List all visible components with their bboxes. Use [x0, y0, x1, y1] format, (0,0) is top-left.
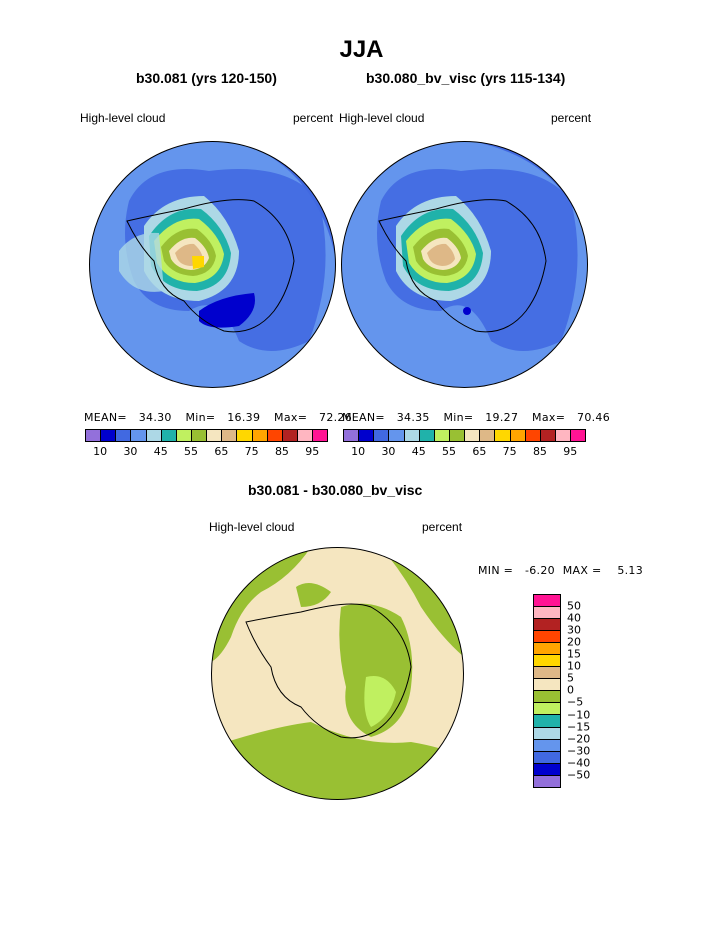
colorbar-panel-2-swatch — [570, 429, 587, 442]
colorbar-difference-tick-label: 10 — [567, 659, 581, 673]
difference-variable-label: High-level cloud — [209, 520, 295, 534]
colorbar-panel-2-swatch — [388, 429, 405, 442]
colorbar-difference — [533, 594, 561, 788]
map-panel-1 — [89, 141, 336, 388]
colorbar-panel-1-tick-label: 95 — [305, 445, 320, 458]
colorbar-panel-2-tick-label: 10 — [351, 445, 366, 458]
colorbar-panel-2-swatch — [433, 429, 450, 442]
colorbar-difference-tick-label: −40 — [567, 756, 591, 770]
colorbar-difference-tick-label: −20 — [567, 732, 591, 746]
difference-min-label: MIN = — [478, 564, 514, 577]
colorbar-panel-2-tick-label: 85 — [532, 445, 547, 458]
colorbar-panel-1-swatch — [312, 429, 329, 442]
colorbar-panel-2-swatch — [524, 429, 541, 442]
colorbar-panel-1-swatch — [145, 429, 162, 442]
colorbar-panel-2-tick-label: 30 — [381, 445, 396, 458]
colorbar-panel-2-swatch — [464, 429, 481, 442]
colorbar-panel-1-swatch — [85, 429, 102, 442]
colorbar-difference-tick-label: 40 — [567, 611, 581, 625]
colorbar-panel-1-swatch — [160, 429, 177, 442]
colorbar-panel-2-swatch — [509, 429, 526, 442]
difference-min-value: -6.20 — [524, 564, 555, 577]
panel-2-subtitle: b30.080_bv_visc (yrs 115-134) — [366, 70, 566, 86]
colorbar-difference-tick-label: 0 — [567, 683, 574, 697]
colorbar-difference-tick-label: −15 — [567, 720, 591, 734]
colorbar-panel-1-tick-label: 55 — [184, 445, 199, 458]
panel-1-max-value: 72.26 — [319, 411, 353, 424]
colorbar-difference-swatch — [533, 774, 561, 788]
colorbar-panel-2-swatch — [554, 429, 572, 442]
colorbar-difference-tick-label: −5 — [567, 695, 584, 709]
difference-units-label: percent — [422, 520, 463, 534]
panel-2-mean-label: MEAN= — [342, 411, 385, 424]
panel-2-max-value: 70.46 — [577, 411, 611, 424]
colorbar-difference-tick-label: 5 — [567, 671, 574, 685]
colorbar-panel-1-swatch — [266, 429, 283, 442]
colorbar-panel-2-tick-label: 75 — [502, 445, 517, 458]
page-title: JJA — [339, 36, 384, 63]
colorbar-panel-2-tick-label: 95 — [563, 445, 578, 458]
colorbar-panel-2-tick-label: 45 — [411, 445, 426, 458]
colorbar-panel-2-swatch — [448, 429, 466, 442]
difference-max-value: 5.13 — [617, 564, 644, 577]
colorbar-panel-1-tick-label: 85 — [274, 445, 289, 458]
panel-1-variable-label: High-level cloud — [80, 111, 166, 125]
difference-subtitle: b30.081 - b30.080_bv_visc — [248, 482, 423, 498]
panel-1-subtitle: b30.081 (yrs 120-150) — [136, 70, 277, 86]
colorbar-difference-tick-label: 30 — [567, 623, 581, 637]
colorbar-panel-2-swatch — [373, 429, 390, 442]
colorbar-panel-1-swatch — [251, 429, 268, 442]
colorbar-panel-1-swatch — [206, 429, 223, 442]
panel-2-variable-label: High-level cloud — [339, 111, 425, 125]
colorbar-difference-tick-label: −10 — [567, 708, 591, 721]
colorbar-panel-1-swatch — [296, 429, 314, 442]
panel-2-units-label: percent — [551, 111, 592, 125]
colorbar-panel-1-swatch — [175, 429, 192, 442]
panel-2-max-label: Max= — [532, 411, 566, 424]
panel-2-stats: MEAN= 34.35 Min= 19.27 Max= 70.46 — [342, 411, 610, 424]
colorbar-panel-2-swatch — [403, 429, 420, 442]
colorbar-panel-1-swatch — [100, 429, 117, 442]
colorbar-panel-1-swatch — [281, 429, 298, 442]
colorbar-difference-tick-label: 20 — [567, 635, 581, 649]
colorbar-panel-1-tick-label: 65 — [214, 445, 229, 458]
panel-1-stats: MEAN= 34.30 Min= 16.39 Max= 72.26 — [84, 411, 352, 424]
colorbar-panel-2-swatch — [343, 429, 360, 442]
map-panel-2 — [341, 141, 588, 388]
colorbar-panel-1-tick-label: 30 — [123, 445, 138, 458]
colorbar-panel-1-tick-label: 75 — [244, 445, 259, 458]
colorbar-panel-1-swatch — [115, 429, 132, 442]
panel-1-units-label: percent — [293, 111, 334, 125]
colorbar-difference-tick-label: 50 — [567, 599, 581, 613]
panel-1-max-label: Max= — [274, 411, 308, 424]
colorbar-panel-2 — [343, 429, 587, 442]
panel-1-mean-label: MEAN= — [84, 411, 127, 424]
colorbar-panel-2-swatch — [418, 429, 435, 442]
colorbar-panel-2-swatch — [539, 429, 556, 442]
colorbar-panel-2-swatch — [479, 429, 496, 442]
colorbar-difference-tick-label: −50 — [567, 768, 591, 782]
colorbar-panel-2-tick-label: 65 — [472, 445, 487, 458]
map-difference — [211, 547, 464, 800]
difference-minmax: MIN = -6.20 MAX = 5.13 — [478, 564, 643, 577]
difference-max-label: MAX = — [562, 564, 602, 577]
colorbar-panel-1-tick-label: 10 — [93, 445, 108, 458]
colorbar-panel-2-swatch — [358, 429, 375, 442]
panel-1-min-value: 16.39 — [227, 411, 261, 424]
panel-1-mean-value: 34.30 — [138, 411, 172, 424]
colorbar-panel-1 — [85, 429, 329, 442]
colorbar-panel-1-swatch — [190, 429, 208, 442]
panel-1-min-label: Min= — [185, 411, 216, 424]
colorbar-panel-1-tick-label: 45 — [153, 445, 168, 458]
colorbar-difference-tick-label: 15 — [567, 647, 581, 661]
panel-2-mean-value: 34.35 — [396, 411, 430, 424]
colorbar-difference-tick-label: −30 — [567, 744, 591, 758]
colorbar-panel-1-swatch — [130, 429, 147, 442]
panel-2-min-label: Min= — [443, 411, 474, 424]
colorbar-panel-2-swatch — [494, 429, 511, 442]
colorbar-panel-1-swatch — [221, 429, 238, 442]
colorbar-panel-1-swatch — [236, 429, 253, 442]
panel-2-min-value: 19.27 — [485, 411, 519, 424]
colorbar-panel-2-tick-label: 55 — [442, 445, 457, 458]
